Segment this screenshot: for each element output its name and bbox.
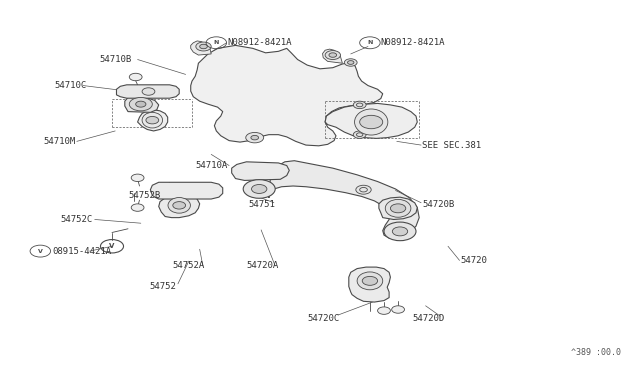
Text: 54720: 54720 xyxy=(461,256,488,265)
Polygon shape xyxy=(159,194,200,218)
Text: 54720B: 54720B xyxy=(422,200,454,209)
Text: N08912-8421A: N08912-8421A xyxy=(381,38,445,47)
Circle shape xyxy=(362,276,378,285)
Text: 54752A: 54752A xyxy=(173,262,205,270)
Polygon shape xyxy=(191,45,383,146)
Polygon shape xyxy=(191,41,211,55)
Text: 08915-4421A: 08915-4421A xyxy=(52,247,111,256)
Circle shape xyxy=(360,115,383,129)
Circle shape xyxy=(146,116,159,124)
Circle shape xyxy=(378,307,390,314)
Circle shape xyxy=(353,101,366,109)
Text: 54720D: 54720D xyxy=(413,314,445,323)
Text: N08912-8421A: N08912-8421A xyxy=(227,38,292,47)
Ellipse shape xyxy=(385,199,411,217)
Text: 54710C: 54710C xyxy=(54,81,86,90)
Circle shape xyxy=(384,222,416,241)
Text: 54752C: 54752C xyxy=(61,215,93,224)
Polygon shape xyxy=(138,110,168,131)
Text: ^389 :00.0: ^389 :00.0 xyxy=(571,348,621,357)
Circle shape xyxy=(353,131,366,138)
Circle shape xyxy=(325,51,340,60)
Ellipse shape xyxy=(355,109,388,135)
Polygon shape xyxy=(379,197,417,219)
Text: 54752B: 54752B xyxy=(128,191,160,200)
Circle shape xyxy=(356,185,371,194)
Polygon shape xyxy=(125,96,159,112)
Text: V: V xyxy=(109,243,115,249)
Text: 54710M: 54710M xyxy=(44,137,76,146)
Polygon shape xyxy=(323,49,342,63)
Text: 54751: 54751 xyxy=(248,200,275,209)
Text: SEE SEC.381: SEE SEC.381 xyxy=(422,141,481,150)
Text: 54720A: 54720A xyxy=(246,262,278,270)
Circle shape xyxy=(129,73,142,81)
Circle shape xyxy=(252,185,267,193)
Circle shape xyxy=(196,42,211,51)
Circle shape xyxy=(392,306,404,313)
Ellipse shape xyxy=(142,112,163,128)
Text: 54710B: 54710B xyxy=(99,55,131,64)
Circle shape xyxy=(392,227,408,236)
Circle shape xyxy=(129,97,152,111)
Polygon shape xyxy=(116,85,179,98)
Polygon shape xyxy=(325,103,417,138)
Circle shape xyxy=(329,53,337,57)
Circle shape xyxy=(131,174,144,182)
Circle shape xyxy=(243,180,275,198)
Text: V: V xyxy=(38,248,43,254)
Circle shape xyxy=(348,61,354,64)
Circle shape xyxy=(131,204,144,211)
Ellipse shape xyxy=(357,272,383,290)
Circle shape xyxy=(390,204,406,213)
Polygon shape xyxy=(269,161,419,239)
Text: N: N xyxy=(367,40,372,45)
Text: 54710A: 54710A xyxy=(195,161,227,170)
Polygon shape xyxy=(349,267,390,302)
Circle shape xyxy=(246,132,264,143)
Text: N: N xyxy=(214,40,219,45)
Circle shape xyxy=(142,88,155,95)
Polygon shape xyxy=(232,162,289,180)
Circle shape xyxy=(251,135,259,140)
Circle shape xyxy=(200,44,207,49)
Text: 54720C: 54720C xyxy=(307,314,339,323)
Ellipse shape xyxy=(168,198,191,213)
Circle shape xyxy=(344,59,357,66)
Text: 54752: 54752 xyxy=(149,282,176,291)
Polygon shape xyxy=(150,182,223,199)
Circle shape xyxy=(136,101,146,107)
Circle shape xyxy=(173,202,186,209)
